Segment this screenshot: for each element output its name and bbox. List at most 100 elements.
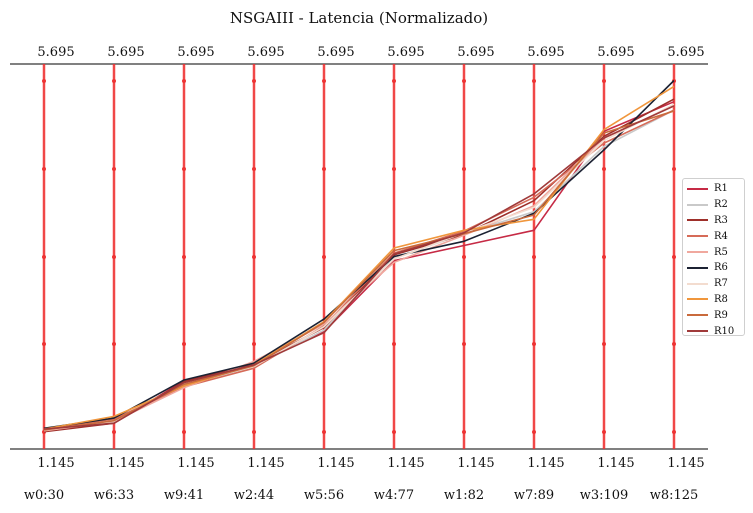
axis-tick-dot (112, 79, 116, 83)
top-tick-label: 5.695 (247, 45, 284, 60)
top-tick-label: 5.695 (387, 45, 424, 60)
axis-tick-dot (322, 430, 326, 434)
axis-tick-dot (182, 79, 186, 83)
bottom-tick-label: 1.145 (527, 456, 564, 471)
legend-item: R6 (687, 260, 744, 276)
axis-tick-dot (252, 79, 256, 83)
axis-category-label: w3:109 (580, 488, 629, 503)
legend-swatch (687, 282, 708, 285)
legend-item: R7 (687, 276, 744, 292)
axis-tick-dot (252, 255, 256, 259)
axis-tick-dot (672, 167, 676, 171)
top-tick-label: 5.695 (177, 45, 214, 60)
axis-tick-dot (112, 255, 116, 259)
series-line-r7 (43, 103, 675, 431)
legend-swatch (687, 203, 708, 206)
bottom-tick-label: 1.145 (177, 456, 214, 471)
top-tick-label: 5.695 (667, 45, 704, 60)
legend-swatch (687, 219, 708, 222)
axis-tick-dot (392, 167, 396, 171)
axis-tick-dot (42, 342, 46, 346)
axis-tick-dot (462, 255, 466, 259)
legend-label: R1 (714, 183, 728, 195)
top-tick-label: 5.695 (597, 45, 634, 60)
axis-tick-dot (322, 79, 326, 83)
bottom-tick-label: 1.145 (387, 456, 424, 471)
axis-tick-dot (462, 342, 466, 346)
legend-item: R1 (687, 181, 744, 197)
legend-item: R9 (687, 307, 744, 323)
bottom-tick-label: 1.145 (597, 456, 634, 471)
series-line-r8 (43, 85, 675, 430)
axis-tick-dot (322, 167, 326, 171)
axis-tick-dot (672, 342, 676, 346)
bottom-tick-label: 1.145 (667, 456, 704, 471)
axis-tick-dot (532, 430, 536, 434)
axis-tick-dot (112, 430, 116, 434)
legend-label: R3 (714, 214, 728, 226)
top-tick-label: 5.695 (317, 45, 354, 60)
axis-category-label: w0:30 (24, 488, 64, 503)
bottom-tick-label: 1.145 (317, 456, 354, 471)
axis-tick-dot (112, 342, 116, 346)
legend-swatch (687, 251, 708, 254)
series-line-r6 (43, 79, 675, 430)
axis-tick-dot (252, 342, 256, 346)
legend-swatch (687, 266, 708, 269)
legend-label: R4 (714, 230, 728, 242)
axis-category-label: w8:125 (650, 488, 699, 503)
legend-item: R4 (687, 228, 744, 244)
top-tick-label: 5.695 (37, 45, 74, 60)
axis-category-label: w9:41 (164, 488, 204, 503)
legend-item: R2 (687, 197, 744, 213)
top-tick-label: 5.695 (107, 45, 144, 60)
axis-tick-dot (112, 167, 116, 171)
legend-item: R10 (687, 323, 744, 339)
axis-tick-dot (252, 430, 256, 434)
legend-swatch (687, 235, 708, 238)
axis-tick-dot (672, 430, 676, 434)
legend-label: R9 (714, 309, 728, 321)
axis-tick-dot (322, 255, 326, 259)
series-line-r1 (43, 100, 675, 431)
legend-item: R5 (687, 244, 744, 260)
top-tick-label: 5.695 (527, 45, 564, 60)
axis-tick-dot (42, 79, 46, 83)
legend-swatch (687, 298, 708, 301)
axis-tick-dot (182, 255, 186, 259)
axis-tick-dot (462, 430, 466, 434)
legend-label: R5 (714, 246, 728, 258)
series-line-r3 (43, 98, 675, 433)
axis-tick-dot (462, 79, 466, 83)
legend-swatch (687, 187, 708, 190)
axis-category-label: w4:77 (374, 488, 414, 503)
axis-category-label: w1:82 (444, 488, 484, 503)
series-line-r10 (43, 105, 675, 430)
legend-swatch (687, 330, 708, 333)
legend-item: R3 (687, 213, 744, 229)
legend-label: R7 (714, 278, 728, 290)
axis-tick-dot (322, 342, 326, 346)
axis-tick-dot (182, 167, 186, 171)
axis-category-label: w7:89 (514, 488, 554, 503)
axis-category-label: w6:33 (94, 488, 134, 503)
axis-category-label: w5:56 (304, 488, 344, 503)
legend-label: R10 (714, 325, 735, 337)
axis-tick-dot (42, 255, 46, 259)
legend-label: R8 (714, 293, 728, 305)
axis-tick-dot (392, 79, 396, 83)
legend-item: R8 (687, 292, 744, 308)
legend-label: R2 (714, 199, 728, 211)
bottom-tick-label: 1.145 (107, 456, 144, 471)
series-line-r5 (43, 105, 675, 432)
axis-tick-dot (602, 430, 606, 434)
legend-swatch (687, 314, 708, 317)
axis-tick-dot (182, 342, 186, 346)
chart-title: NSGAIII - Latencia (Normalizado) (229, 9, 489, 27)
axis-tick-dot (182, 430, 186, 434)
axis-tick-dot (602, 255, 606, 259)
top-tick-label: 5.695 (457, 45, 494, 60)
axis-tick-dot (672, 255, 676, 259)
